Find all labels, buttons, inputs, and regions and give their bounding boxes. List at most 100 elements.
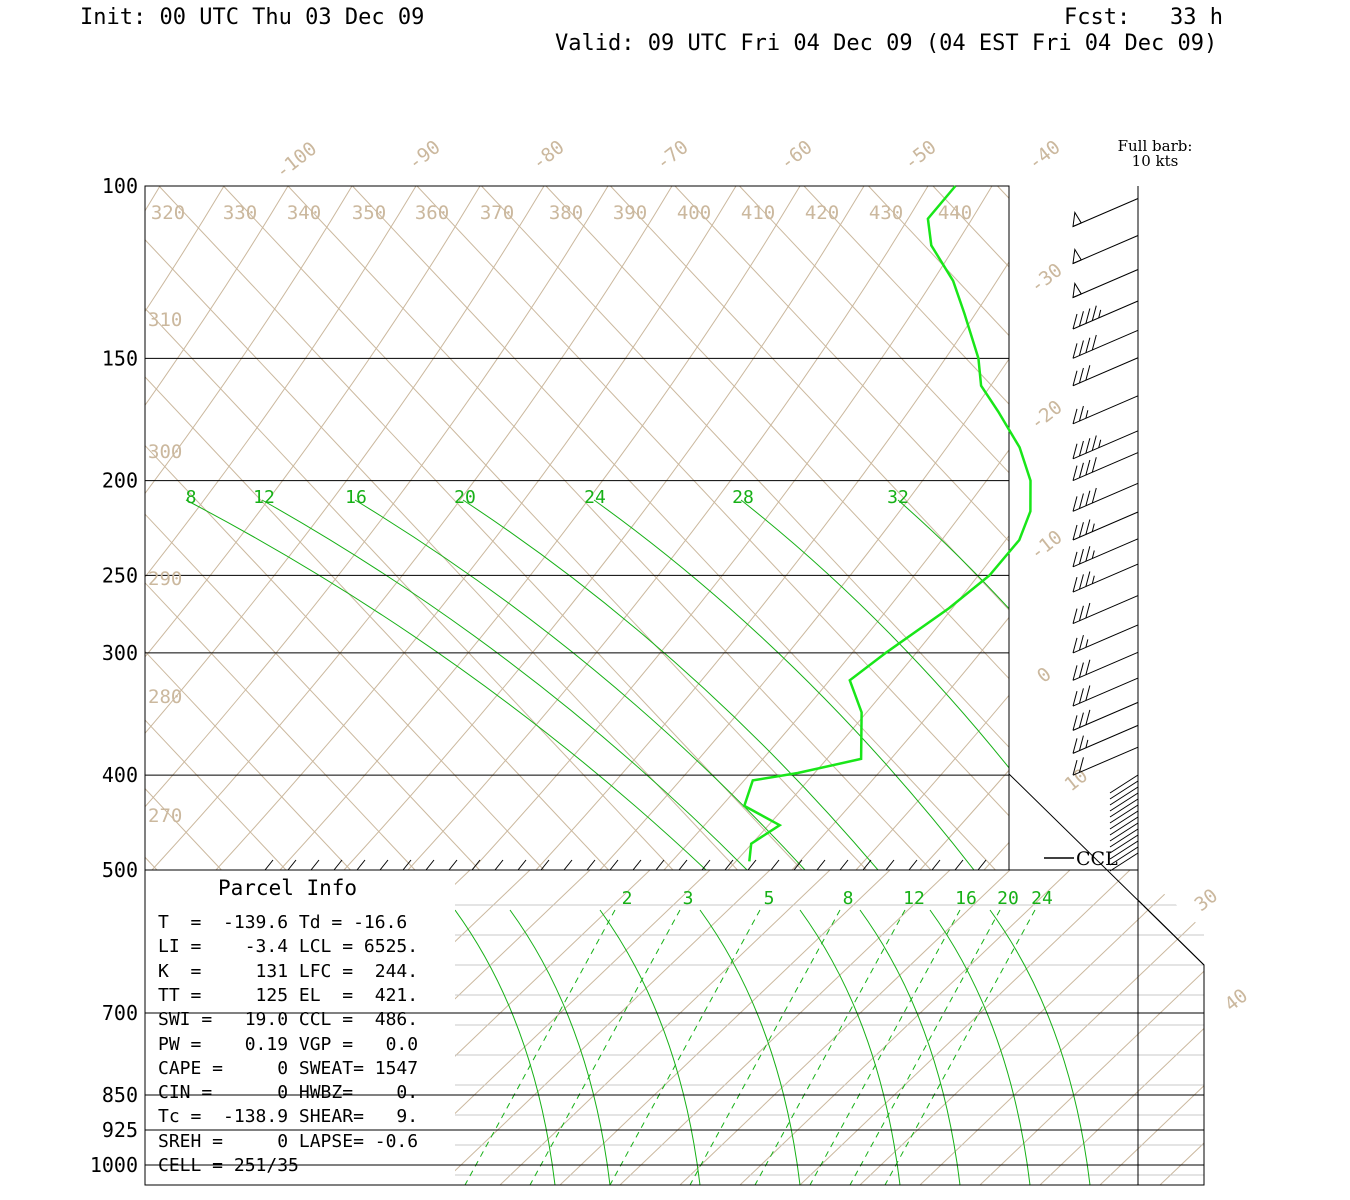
wind-barb (1072, 746, 1139, 776)
mixing-ratio-curve (185, 499, 707, 870)
barb-full (1078, 548, 1084, 565)
adiabat-line-lower (499, 870, 831, 1185)
hatch-mark (908, 859, 918, 871)
mixing-ratio-dashed (529, 909, 681, 1185)
barb-full (1085, 571, 1091, 587)
barb-full (1078, 712, 1084, 728)
barb-full (1072, 343, 1078, 359)
mixing-ratio-curve (462, 499, 879, 870)
isotherm-line (416, 186, 1009, 817)
hatch-mark (471, 859, 481, 871)
wind-barb (1072, 357, 1139, 387)
mixing-label-lower: 5 (764, 888, 775, 909)
barb-staff (1072, 724, 1139, 754)
hatch-mark (425, 859, 435, 871)
adiabat-line-lower (679, 870, 1011, 1185)
pressure-label-400: 400 (102, 763, 138, 787)
isotherm-line (932, 186, 1009, 268)
hatch-mark (862, 859, 872, 871)
isotherm-line (145, 582, 416, 870)
wind-barb (1072, 329, 1139, 359)
parcel-info-row: PW = 0.19 VGP = 0.0 (158, 1033, 419, 1055)
barb-full (1078, 340, 1084, 356)
wind-barb (1072, 235, 1139, 265)
hatch-mark (517, 859, 527, 871)
low-level-barb (1109, 804, 1139, 824)
adiabat-line-lower (919, 870, 1204, 1185)
wind-barb (1072, 595, 1139, 625)
wind-barb (1072, 198, 1139, 228)
barb-full (1091, 435, 1097, 451)
pressure-label-850: 850 (102, 1083, 138, 1107)
low-level-barb (1109, 780, 1139, 800)
barb-full (1072, 465, 1078, 481)
isotherm-line (1062, 186, 1350, 870)
barb-full (1078, 367, 1084, 384)
hatch-mark (816, 859, 826, 871)
adiabat-line (663, 449, 1009, 870)
adiabat-line (599, 358, 1009, 870)
mixing-ratio-curve (897, 499, 1009, 610)
barb-full (1085, 308, 1091, 324)
barb-full (1078, 757, 1084, 773)
parcel-info-row: SREH = 0 LAPSE= -0.6 (158, 1130, 419, 1152)
mixing-ratio-curve (740, 499, 1009, 769)
hatch-mark (724, 859, 734, 871)
barb-staff (1072, 563, 1139, 593)
isotherm-label: 30 (1191, 885, 1223, 916)
barb-full (1085, 365, 1091, 381)
init-time: Init: 00 UTC Thu 03 Dec 09 (80, 5, 425, 30)
isotherm-line (1127, 186, 1350, 870)
isotherm-line (610, 186, 1009, 611)
adiabat-line-lower (1039, 870, 1204, 1185)
isotherm-label: 0 (1033, 663, 1056, 687)
wind-barb (1072, 482, 1139, 512)
wind-barb (1072, 538, 1139, 568)
adiabat-line-lower (859, 870, 1191, 1185)
adiabat-line-lower (455, 870, 711, 1185)
theta-label-top: 440 (938, 202, 972, 224)
parcel-info-row: Tc = -138.9 SHEAR= 9. (158, 1106, 419, 1128)
low-level-barb (1109, 840, 1139, 860)
hatch-mark (333, 859, 343, 871)
valid-time: Valid: 09 UTC Fri 04 Dec 09 (04 EST Fri … (555, 31, 1218, 56)
barb-full (1085, 546, 1091, 562)
isotherm-line (145, 719, 287, 870)
isotherm-label: -80 (528, 136, 569, 174)
adiabat-line (145, 186, 353, 495)
wind-barbs (1072, 198, 1139, 872)
hatch-mark (701, 859, 711, 871)
barb-full (1078, 440, 1084, 457)
barb-full (1085, 709, 1091, 725)
barb-full (1078, 735, 1084, 751)
theta-label-top: 320 (151, 202, 185, 224)
adiabat-line-lower (799, 870, 1131, 1185)
barb-full (1072, 443, 1078, 459)
moist-adiabat-lower (455, 909, 556, 1185)
mixing-label-lower: 12 (903, 888, 925, 909)
isotherm-label: -60 (776, 136, 817, 174)
barb-full (1085, 459, 1091, 476)
mixing-upper (185, 499, 1009, 870)
isotherm-line (352, 186, 996, 870)
barb-half (1098, 309, 1102, 319)
pressure-label-700: 700 (102, 1001, 138, 1025)
isotherm-line (868, 186, 1009, 337)
barb-full (1091, 305, 1097, 321)
isotherm-line (481, 186, 1009, 748)
pressure-label-150: 150 (102, 346, 138, 370)
hatch-mark (770, 859, 780, 871)
adiabat-line (791, 616, 1009, 870)
adiabat-line (0, 186, 32, 870)
theta-label-top: 430 (869, 202, 903, 224)
isotherm-line (1320, 186, 1350, 870)
adiabat-line (535, 261, 1009, 870)
hatch-mark (448, 859, 458, 871)
mixing-label-lower: 8 (843, 888, 854, 909)
hatch-mark (287, 859, 297, 871)
barb-pennant (1072, 248, 1082, 265)
adiabat-line-lower (739, 870, 1071, 1185)
barb-full (1085, 337, 1091, 353)
adiabat-line-lower (979, 870, 1204, 1185)
adiabat-line-lower (619, 870, 951, 1185)
